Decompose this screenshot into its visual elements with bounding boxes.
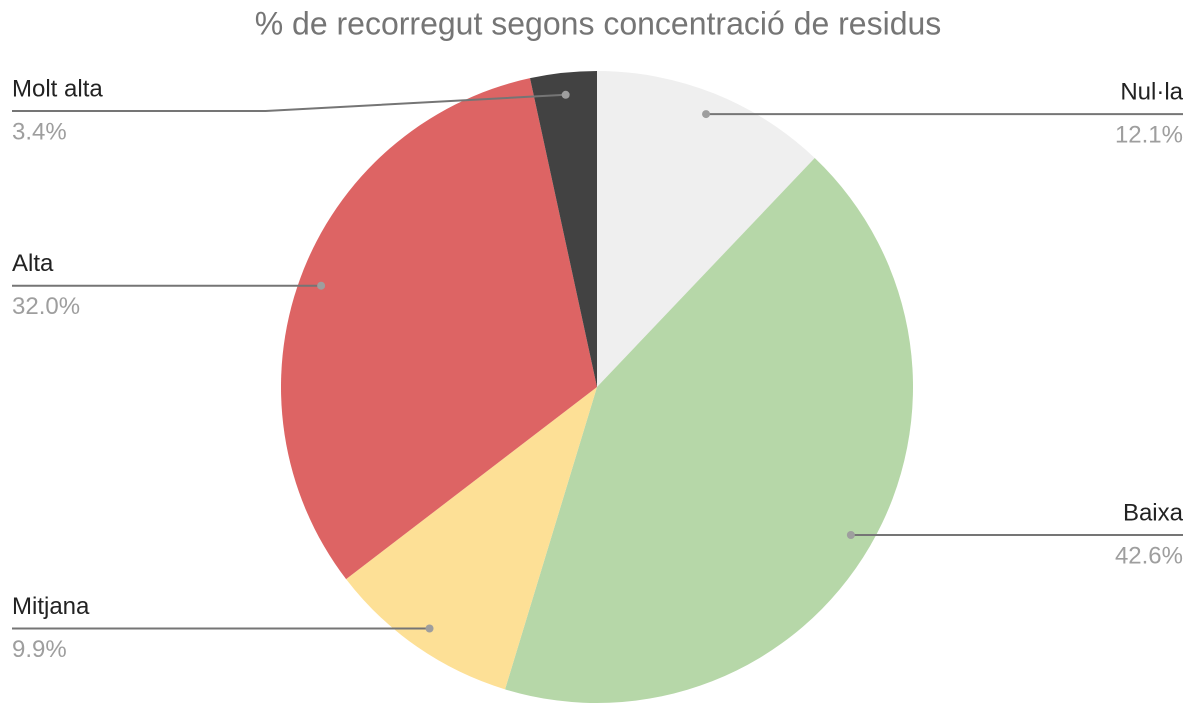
slice-value: 42.6% bbox=[1115, 542, 1183, 569]
chart-title: % de recorregut segons concentració de r… bbox=[255, 5, 942, 41]
slice-value: 3.4% bbox=[12, 118, 67, 145]
pie-slice bbox=[280, 78, 597, 580]
slice-label: Molt alta bbox=[12, 75, 103, 102]
leader-dot bbox=[702, 110, 711, 119]
slice-label: Nul·la bbox=[1120, 78, 1183, 105]
leader-dot bbox=[561, 90, 570, 99]
slice-label: Alta bbox=[12, 250, 54, 277]
pie-slice bbox=[346, 387, 597, 690]
leader-line bbox=[12, 93, 566, 112]
slice-value: 12.1% bbox=[1115, 121, 1183, 148]
leader-dot bbox=[425, 624, 434, 633]
pie-slice bbox=[597, 71, 815, 387]
slice-value: 32.0% bbox=[12, 293, 80, 320]
pie-slice bbox=[530, 71, 597, 387]
slice-label: Baixa bbox=[1123, 499, 1184, 526]
leader-dot bbox=[846, 531, 855, 540]
pie-slice bbox=[505, 158, 913, 703]
leader-dot bbox=[317, 281, 326, 290]
slice-label: Mitjana bbox=[12, 593, 90, 620]
slice-value: 9.9% bbox=[12, 636, 67, 663]
